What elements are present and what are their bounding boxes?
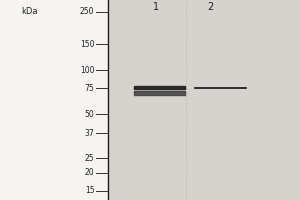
Text: 2: 2 [207, 2, 213, 12]
Text: 100: 100 [80, 66, 94, 75]
FancyBboxPatch shape [0, 0, 108, 200]
Text: 75: 75 [85, 84, 94, 93]
Text: 150: 150 [80, 40, 94, 49]
Text: 25: 25 [85, 154, 94, 163]
Text: 250: 250 [80, 7, 94, 16]
Text: 15: 15 [85, 186, 94, 195]
Text: 50: 50 [85, 110, 94, 119]
Text: kDa: kDa [22, 7, 38, 16]
FancyBboxPatch shape [108, 0, 300, 200]
Text: 1: 1 [153, 2, 159, 12]
Text: 37: 37 [85, 129, 94, 138]
Text: 20: 20 [85, 168, 94, 177]
